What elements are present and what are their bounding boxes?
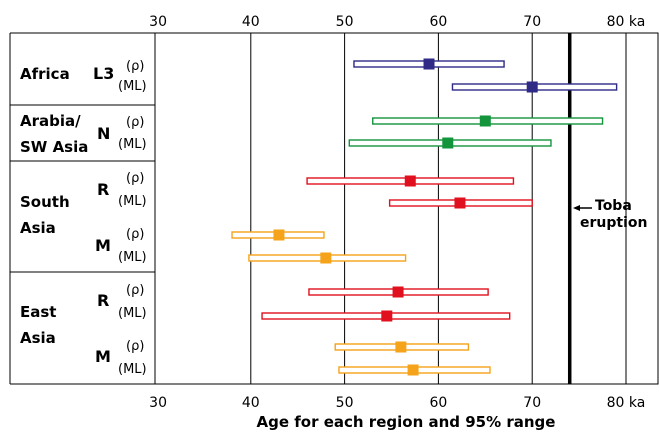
toba-arrow-head xyxy=(573,205,580,211)
method-label-rho: (ρ) xyxy=(126,115,144,130)
tick-label-top: 40 xyxy=(242,14,260,30)
label-panel xyxy=(9,32,155,385)
haplogroup-label-m-east: M xyxy=(95,347,111,366)
gridlines xyxy=(250,33,627,384)
x-axis-label: Age for each region and 95% range xyxy=(257,413,556,431)
tick-label-top: 70 xyxy=(523,14,541,30)
age-marker xyxy=(320,252,332,264)
haplogroup-label-m-south: M xyxy=(95,236,111,255)
age-marker xyxy=(381,310,393,322)
tick-label-bottom: 60 xyxy=(429,395,447,411)
age-marker xyxy=(526,81,538,93)
tick-label-bottom: 30 xyxy=(149,395,167,411)
method-label-rho: (ρ) xyxy=(126,59,144,74)
plot-frame xyxy=(154,32,659,385)
tick-label-top: 80 ka xyxy=(607,14,646,30)
method-label-rho: (ρ) xyxy=(126,283,144,298)
age-marker xyxy=(404,175,416,187)
region-label-south-asia-line1: South xyxy=(20,193,70,211)
age-marker xyxy=(395,341,407,353)
haplogroup-label-n: N xyxy=(97,124,110,143)
region-label-arabia-line1: Arabia/ xyxy=(20,112,81,130)
region-label-south-asia-line2: Asia xyxy=(20,219,56,237)
method-label-rho: (ρ) xyxy=(126,171,144,186)
tick-label-top: 30 xyxy=(149,14,167,30)
age-marker xyxy=(454,197,466,209)
toba-annotation-line1: Toba xyxy=(595,198,632,214)
age-marker xyxy=(273,229,285,241)
age-marker xyxy=(442,137,454,149)
haplogroup-label-r-south: R xyxy=(97,180,109,199)
age-marker xyxy=(479,115,491,127)
method-label-rho: (ρ) xyxy=(126,339,144,354)
method-label-ml: (ML) xyxy=(118,79,147,94)
x-axis-bottom: 30 40 50 60 70 80 ka xyxy=(149,395,645,411)
region-label-africa: Africa xyxy=(20,65,70,83)
tick-label-top: 50 xyxy=(336,14,354,30)
haplogroup-label-r-east: R xyxy=(97,291,109,310)
method-label-rho: (ρ) xyxy=(126,227,144,242)
method-label-ml: (ML) xyxy=(118,250,147,265)
tick-label-top: 60 xyxy=(429,14,447,30)
toba-annotation-line2: eruption xyxy=(580,215,647,231)
age-marker xyxy=(407,364,419,376)
region-label-arabia-line2: SW Asia xyxy=(20,138,88,156)
method-label-ml: (ML) xyxy=(118,306,147,321)
method-label-ml: (ML) xyxy=(118,194,147,209)
haplogroup-label-l3: L3 xyxy=(93,64,114,83)
range-bars xyxy=(231,58,618,376)
tick-label-bottom: 50 xyxy=(336,395,354,411)
x-axis-top: 30 40 50 60 70 80 ka xyxy=(149,14,645,30)
region-label-east-asia-line2: Asia xyxy=(20,329,56,347)
method-labels: (ρ) (ML) (ρ) (ML) (ρ) (ML) (ρ) (ML) (ρ) (ML) (ρ) (M… xyxy=(118,59,147,377)
tick-label-bottom: 40 xyxy=(242,395,260,411)
region-label-east-asia-line1: East xyxy=(20,303,56,321)
method-label-ml: (ML) xyxy=(118,137,147,152)
tick-label-bottom: 70 xyxy=(523,395,541,411)
age-marker xyxy=(423,58,435,70)
method-label-ml: (ML) xyxy=(118,362,147,377)
tick-label-bottom: 80 ka xyxy=(607,395,646,411)
age-marker xyxy=(392,286,404,298)
